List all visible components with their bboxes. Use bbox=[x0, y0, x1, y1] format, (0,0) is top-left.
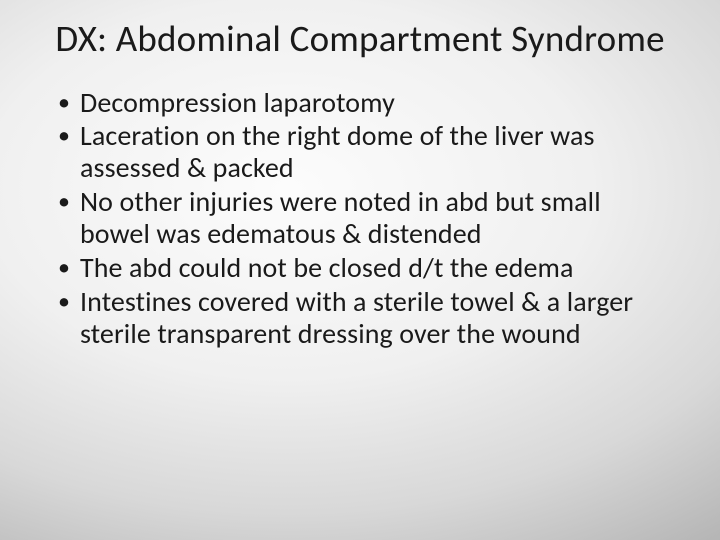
bullet-list: Decompression laparotomy Laceration on t… bbox=[50, 87, 670, 350]
slide: DX: Abdominal Compartment Syndrome Decom… bbox=[0, 0, 720, 540]
bullet-item: Intestines covered with a sterile towel … bbox=[50, 286, 670, 350]
slide-title: DX: Abdominal Compartment Syndrome bbox=[50, 18, 670, 61]
bullet-item: The abd could not be closed d/t the edem… bbox=[50, 252, 670, 284]
bullet-item: Laceration on the right dome of the live… bbox=[50, 120, 670, 184]
bullet-item: No other injuries were noted in abd but … bbox=[50, 186, 670, 250]
bullet-item: Decompression laparotomy bbox=[50, 87, 670, 119]
